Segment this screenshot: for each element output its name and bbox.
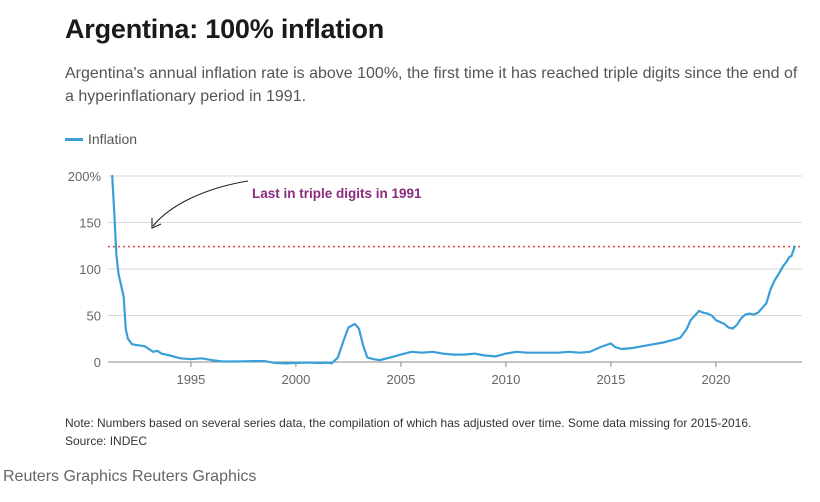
chart-subtitle: Argentina's annual inflation rate is abo… — [65, 65, 798, 105]
y-tick-label: 50 — [87, 309, 101, 324]
x-tick-label: 2005 — [386, 372, 415, 387]
x-tick-label: 2020 — [701, 372, 730, 387]
annotation-arrowhead — [151, 218, 162, 229]
annotation-label: Last in triple digits in 1991 — [252, 186, 422, 201]
x-tick-label: 2015 — [596, 372, 625, 387]
x-tick-label: 1995 — [176, 372, 205, 387]
annotation-arrow — [152, 180, 249, 227]
legend-swatch-inflation — [65, 137, 83, 141]
legend-label-inflation: Inflation — [88, 131, 138, 147]
credit-text: Reuters Graphics Reuters Graphics — [3, 468, 257, 485]
note-text: Note: Numbers based on several series da… — [65, 416, 752, 430]
y-tick-label: 100 — [79, 262, 101, 277]
x-tick-label: 2000 — [281, 372, 310, 387]
chart-title: Argentina: 100% inflation — [65, 14, 385, 44]
inflation-line-chart: 0 50 100 150 200% 1995 2000 2005 2010 2015 2020 L… — [68, 169, 802, 387]
legend: Inflation — [65, 131, 137, 147]
grid-lines — [108, 175, 802, 363]
y-tick-label: 150 — [79, 216, 101, 231]
x-axis-ticks: 1995 2000 2005 2010 2015 2020 — [176, 362, 730, 387]
y-axis-ticks: 0 50 100 150 200% — [68, 169, 102, 370]
chart-note: Note: Numbers based on several series da… — [65, 414, 751, 450]
x-tick-label: 2010 — [491, 372, 520, 387]
series-line-inflation — [111, 174, 796, 365]
y-tick-label: 200% — [68, 169, 102, 184]
source-text: Source: INDEC — [65, 434, 148, 448]
y-tick-label: 0 — [94, 355, 101, 370]
